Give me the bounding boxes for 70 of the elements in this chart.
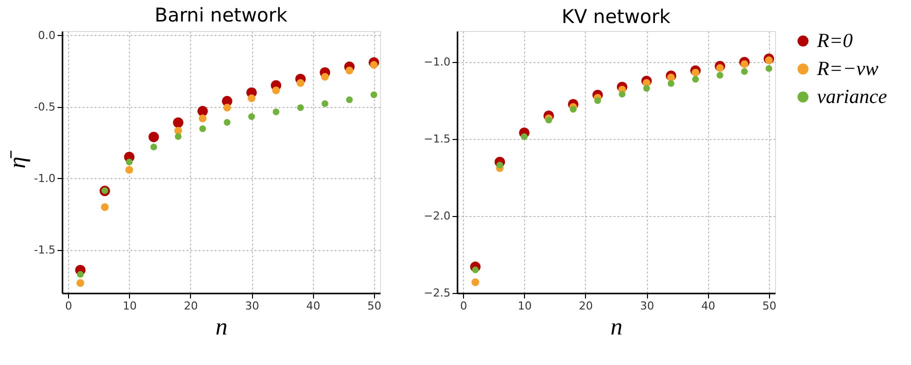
- point: [125, 166, 134, 174]
- x-tick-label: 20: [578, 300, 593, 312]
- point: [224, 118, 230, 126]
- y-tick-label: 0.0: [38, 28, 56, 42]
- point: [346, 96, 353, 104]
- point: [150, 144, 158, 150]
- point: [716, 72, 724, 79]
- y-axis-title: η̄: [5, 150, 32, 168]
- point: [643, 84, 650, 92]
- point: [248, 113, 255, 120]
- x-tick-label: 50: [762, 300, 776, 312]
- point: [741, 68, 748, 75]
- point: [740, 60, 748, 68]
- x-tick-label: 10: [518, 300, 532, 312]
- x-axis-title: n: [610, 314, 622, 340]
- y-tick-label: -1.5: [34, 244, 56, 257]
- legend-label: R=−vw: [816, 58, 880, 80]
- point: [76, 279, 84, 287]
- point: [272, 86, 280, 94]
- x-tick-label: 40: [306, 300, 320, 312]
- x-axis-title: n: [216, 314, 228, 340]
- point: [297, 104, 304, 111]
- x-tick-label: 30: [640, 300, 654, 312]
- point: [322, 100, 328, 107]
- x-tick-label: 0: [460, 300, 468, 312]
- point: [766, 65, 772, 72]
- point: [148, 132, 159, 142]
- x-tick-label: 30: [245, 300, 260, 312]
- x-tick-label: 10: [122, 300, 137, 312]
- point: [594, 97, 602, 104]
- point: [471, 278, 480, 286]
- point: [668, 80, 674, 87]
- point: [198, 114, 207, 122]
- point: [346, 66, 354, 74]
- y-tick-label: −1.5: [424, 132, 450, 146]
- point: [716, 64, 724, 72]
- x-tick-label: 0: [65, 300, 72, 312]
- point: [199, 125, 206, 132]
- x-tick-label: 40: [701, 300, 716, 312]
- chart-title: KV network: [562, 6, 670, 28]
- point: [272, 108, 280, 116]
- legend-label: R=0: [816, 30, 853, 52]
- point: [692, 68, 700, 76]
- legend-label: variance: [817, 86, 888, 108]
- point: [618, 90, 626, 98]
- point: [570, 106, 577, 113]
- y-tick-label: −2.0: [424, 209, 450, 222]
- chart-title: Barni network: [154, 4, 288, 26]
- point: [321, 72, 329, 81]
- point: [667, 74, 675, 82]
- point: [296, 79, 304, 87]
- point: [248, 94, 256, 102]
- point: [370, 91, 378, 98]
- point: [520, 133, 528, 140]
- x-tick-label: 20: [184, 300, 198, 312]
- point: [172, 117, 184, 128]
- y-tick-label: −1.0: [424, 55, 450, 68]
- y-tick-label: −2.5: [424, 286, 450, 300]
- point: [76, 271, 84, 278]
- x-tick-label: 50: [367, 300, 382, 312]
- point: [100, 203, 109, 211]
- y-tick-label: -1.0: [34, 172, 56, 185]
- point: [370, 61, 378, 69]
- point: [126, 158, 133, 166]
- point: [692, 76, 699, 83]
- point: [197, 106, 208, 116]
- point: [765, 56, 773, 64]
- point: [223, 104, 231, 112]
- point: [174, 133, 182, 140]
- y-tick-label: -0.5: [34, 100, 56, 114]
